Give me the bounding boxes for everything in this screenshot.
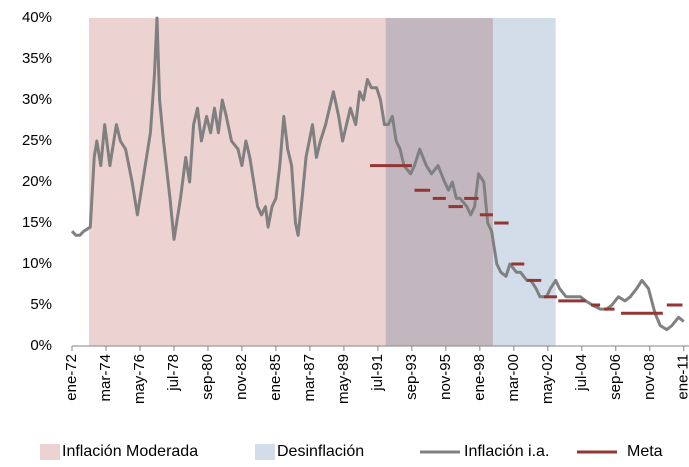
y-tick-label: 0% [30, 337, 52, 354]
inflation-line [70, 16, 685, 332]
y-tick-label: 15% [22, 214, 52, 231]
x-tick-label: may-89 [335, 354, 352, 404]
x-tick-label: sep-93 [403, 354, 420, 400]
x-tick-label: ene-72 [63, 354, 80, 401]
x-tick-label: nov-95 [437, 354, 454, 400]
y-tick-label: 10% [22, 255, 52, 272]
y-tick-label: 20% [22, 173, 52, 190]
x-tick-label: sep-80 [199, 354, 216, 400]
x-tick-label: jul-78 [165, 354, 182, 392]
y-tick-label: 40% [22, 9, 52, 26]
y-tick-label: 30% [22, 91, 52, 108]
x-tick-label: may-02 [539, 354, 556, 404]
y-tick-label: 5% [30, 296, 52, 313]
x-tick-label: jul-91 [369, 354, 386, 392]
legend-label: Inflación Moderada [62, 443, 198, 460]
x-tick-label: mar-87 [301, 354, 318, 402]
x-tick-label: sep-06 [607, 354, 624, 400]
x-tick-label: may-76 [131, 354, 148, 404]
x-tick-label: mar-00 [505, 354, 522, 402]
y-tick-label: 35% [22, 50, 52, 67]
y-tick-label: 25% [22, 132, 52, 149]
legend-label: Desinflación [277, 443, 364, 460]
legend-swatch [255, 444, 275, 460]
legend-swatch [40, 444, 60, 460]
legend-label: Inflación i.a. [464, 443, 549, 460]
legend-label: Meta [627, 443, 663, 460]
x-tick-label: nov-08 [641, 354, 658, 400]
x-tick-label: nov-82 [233, 354, 250, 400]
shaded-region [385, 18, 556, 346]
x-tick-label: mar-74 [97, 354, 114, 402]
x-tick-label: ene-11 [675, 354, 689, 400]
regions [88, 18, 556, 346]
x-tick-label: ene-85 [267, 354, 284, 401]
x-tick-label: ene-98 [471, 354, 488, 401]
x-tick-label: jul-04 [573, 354, 590, 392]
